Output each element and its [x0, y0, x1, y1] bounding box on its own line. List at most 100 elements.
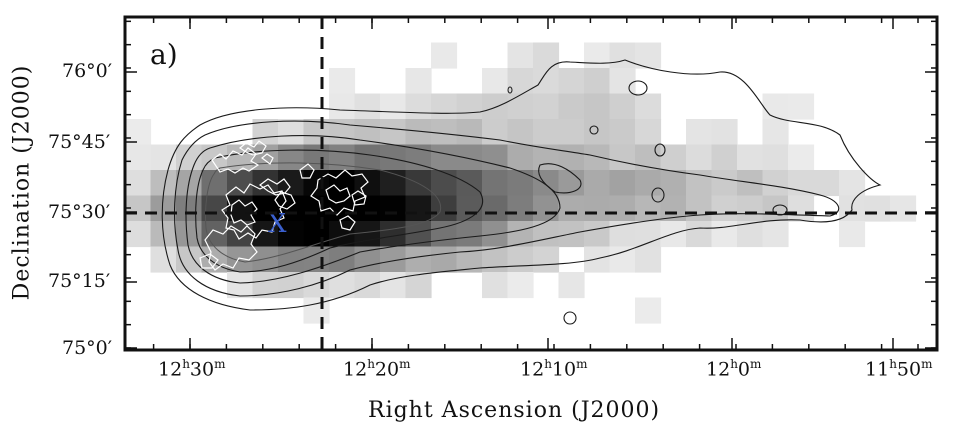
- contour-level-5: [205, 162, 442, 263]
- map-pixel: [737, 144, 764, 171]
- map-pixel: [711, 119, 738, 146]
- map-pixel: [737, 170, 764, 197]
- map-pixel: [788, 93, 815, 120]
- map-pixel: [609, 195, 636, 222]
- map-pixel: [609, 42, 636, 69]
- map-pixel: [482, 170, 509, 197]
- map-pixel: [711, 195, 738, 222]
- map-pixel: [864, 195, 891, 222]
- map-pixel: [686, 221, 713, 248]
- map-pixel: [584, 195, 611, 222]
- map-pixel: [762, 119, 789, 146]
- map-pixel: [558, 144, 585, 171]
- map-pixel: [635, 297, 662, 324]
- map-pixel: [201, 170, 228, 197]
- x-tick-label: 12h0m: [706, 357, 762, 381]
- map-pixel: [329, 170, 356, 197]
- contour-island-1: [628, 80, 648, 96]
- y-tick-label: 75°0′: [62, 337, 113, 359]
- map-pixel: [482, 246, 509, 273]
- map-pixel: [686, 195, 713, 222]
- map-pixel: [762, 195, 789, 222]
- map-pixel: [533, 246, 560, 273]
- contour-level-4: [195, 149, 483, 273]
- map-pixel: [482, 68, 509, 95]
- map-pixel: [456, 144, 483, 171]
- map-pixel: [711, 144, 738, 171]
- map-pixel: [737, 195, 764, 222]
- map-pixel: [431, 119, 458, 146]
- plot-frame: [123, 15, 939, 352]
- map-pixel: [303, 272, 330, 299]
- map-pixel: [354, 221, 381, 248]
- map-pixel: [788, 195, 815, 222]
- map-pixel: [380, 93, 407, 120]
- x-tick-label: 11h50m: [865, 357, 933, 381]
- map-pixel: [329, 272, 356, 299]
- map-pixel: [431, 144, 458, 171]
- axis-ticks: [125, 17, 937, 350]
- map-pixel: [584, 42, 611, 69]
- map-pixel: [278, 246, 305, 273]
- map-pixel: [584, 170, 611, 197]
- map-pixel: [635, 42, 662, 69]
- map-pixel: [456, 221, 483, 248]
- map-pixel: [329, 68, 356, 95]
- map-pixel: [482, 195, 509, 222]
- map-pixel: [839, 221, 866, 248]
- optical-contours: [199, 140, 369, 271]
- contour-inner-hole: [538, 163, 582, 194]
- map-pixel: [558, 272, 585, 299]
- map-pixel: [737, 221, 764, 248]
- map-pixel: [405, 93, 432, 120]
- x-tick-label: 12h20m: [343, 357, 411, 381]
- map-pixel: [533, 221, 560, 248]
- map-pixel: [278, 195, 305, 222]
- map-pixel: [609, 144, 636, 171]
- map-pixel: [507, 119, 534, 146]
- map-pixel: [609, 119, 636, 146]
- map-pixel: [507, 170, 534, 197]
- map-pixel: [686, 119, 713, 146]
- map-pixel: [711, 221, 738, 248]
- map-pixel: [507, 221, 534, 248]
- contour-level-1: [161, 59, 882, 311]
- map-pixel: [584, 221, 611, 248]
- map-pixel: [482, 272, 509, 299]
- map-pixel: [278, 119, 305, 146]
- map-pixel: [533, 195, 560, 222]
- map-pixel: [303, 221, 330, 248]
- map-pixel: [150, 195, 177, 222]
- map-pixel: [354, 93, 381, 120]
- map-pixel: [150, 246, 177, 273]
- map-pixel: [431, 93, 458, 120]
- map-pixel: [125, 119, 152, 146]
- map-pixel: [482, 93, 509, 120]
- y-tick-label: 75°45′: [48, 131, 111, 153]
- map-pixel: [380, 195, 407, 222]
- contour-island-4: [563, 311, 577, 325]
- map-pixel: [839, 170, 866, 197]
- map-pixel: [380, 272, 407, 299]
- y-tick-label: 75°15′: [48, 270, 111, 292]
- map-pixel: [456, 93, 483, 120]
- source-marker: X: [268, 209, 287, 239]
- map-pixel: [125, 221, 152, 248]
- map-pixel: [609, 170, 636, 197]
- map-pixel: [635, 170, 662, 197]
- map-pixel: [635, 119, 662, 146]
- map-pixel: [507, 272, 534, 299]
- map-pixel: [762, 170, 789, 197]
- map-pixel: [431, 246, 458, 273]
- map-pixel: [507, 144, 534, 171]
- map-pixel: [405, 68, 432, 95]
- map-pixel: [405, 246, 432, 273]
- map-pixel: [635, 246, 662, 273]
- map-pixel: [558, 93, 585, 120]
- map-pixel: [686, 144, 713, 171]
- map-pixel: [227, 170, 254, 197]
- contour-level-3: [185, 135, 561, 284]
- map-pixel: [788, 170, 815, 197]
- map-pixel: [660, 170, 687, 197]
